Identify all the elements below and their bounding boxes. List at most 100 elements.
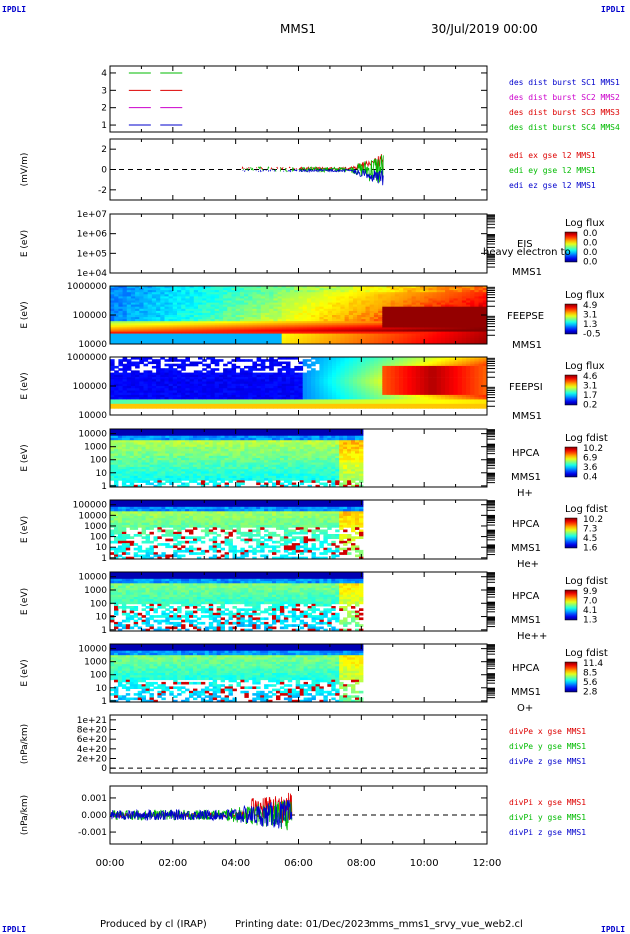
feeps-electrons-cell <box>348 319 354 322</box>
feeps-electrons-cell <box>457 333 463 337</box>
feeps-ions-cell <box>386 357 392 360</box>
feeps-ions-cell <box>424 365 429 369</box>
feeps-electrons-cell <box>378 315 383 318</box>
feeps-electrons-cell <box>382 296 387 299</box>
feeps-electrons-cell <box>466 290 471 293</box>
feeps-electrons-cell <box>160 337 165 341</box>
feeps-electrons-cell <box>265 296 270 299</box>
feeps-electrons-cell <box>285 290 291 293</box>
feeps-electrons-cell <box>139 292 144 295</box>
feeps-electrons-cell <box>156 335 161 339</box>
feeps-electrons-cell <box>306 329 312 332</box>
feeps-electrons-cell <box>415 337 421 341</box>
feeps-electrons-cell <box>164 294 170 297</box>
feeps-ions-cell <box>470 359 475 362</box>
feeps-ions-cell <box>399 388 404 391</box>
feeps-ions-cell <box>386 379 392 382</box>
feeps-electrons-cell <box>256 298 262 301</box>
feeps-ions-cell <box>428 381 433 385</box>
feeps-ions-cell <box>227 399 232 402</box>
feeps-electrons-cell <box>332 331 337 335</box>
feeps-ions-cell <box>114 370 119 373</box>
feeps-ions-cell <box>344 379 350 382</box>
feeps-electrons-cell <box>231 331 237 335</box>
feeps-ions-cell <box>206 406 211 409</box>
feeps-electrons-cell <box>231 296 237 299</box>
feeps-ions-cell <box>110 383 115 387</box>
feeps-electrons-cell <box>206 306 211 310</box>
feeps-ions-cell <box>311 397 316 400</box>
feeps-ions-cell <box>361 392 366 396</box>
feeps-electrons-cell <box>478 319 484 322</box>
feeps-ions-cell <box>373 361 379 365</box>
feeps-ions-cell <box>315 374 320 378</box>
feeps-electrons-cell <box>214 300 220 303</box>
feeps-electrons-cell <box>143 315 149 318</box>
feeps-electrons-cell <box>315 306 320 310</box>
feeps-ions-cell <box>206 363 211 367</box>
feeps-electrons-cell <box>139 323 144 326</box>
feeps-electrons-cell <box>386 304 392 308</box>
feeps-electrons-cell <box>290 308 295 312</box>
feeps-electrons-cell <box>353 319 358 322</box>
feeps-electrons-cell <box>252 304 257 308</box>
feeps-electrons-cell <box>147 327 153 330</box>
feeps-ions-cell <box>143 397 149 400</box>
feeps-ions-cell <box>285 365 291 369</box>
feeps-ions-cell <box>382 381 387 385</box>
feeps-ions-cell <box>139 397 144 400</box>
feeps-ions-cell <box>231 359 237 362</box>
feeps-electrons-cell <box>474 290 479 293</box>
feeps-electrons-cell <box>394 296 400 299</box>
burst-intervals-legend-item: des dist burst SC3 MMS3 <box>509 108 620 117</box>
feeps-ions-cell <box>281 401 287 405</box>
feeps-ions-cell <box>332 392 337 396</box>
feeps-ions-cell <box>227 401 232 405</box>
feeps-ions-cell <box>172 357 178 360</box>
feeps-ions-cell <box>239 372 245 376</box>
feeps-ions-cell <box>340 374 345 378</box>
feeps-electrons-cell <box>231 317 237 320</box>
feeps-electrons-cell <box>428 317 433 320</box>
feeps-ions-cell <box>478 381 484 385</box>
feeps-ions-cell <box>122 383 128 387</box>
feeps-ions-cell <box>172 401 178 405</box>
feeps-ions-cell <box>256 394 262 398</box>
feeps-electrons-cell <box>147 331 153 335</box>
feeps-electrons-cell <box>260 286 266 289</box>
feeps-ions-cell <box>135 392 140 396</box>
feeps-electrons-cell <box>386 302 392 306</box>
feeps-ions-cell <box>210 370 216 373</box>
feeps-ions-cell <box>147 383 153 387</box>
feeps-electrons-cell <box>323 317 329 320</box>
feeps-ions-cell <box>428 406 433 409</box>
feeps-electrons-cell <box>189 308 195 312</box>
feeps-ions-cell <box>231 381 237 385</box>
feeps-electrons-cell <box>440 294 446 297</box>
feeps-ions-cell <box>407 394 412 398</box>
feeps-ions-cell <box>311 370 316 373</box>
feeps-electrons-cell <box>340 296 345 299</box>
feeps-electrons-cell <box>420 339 425 343</box>
feeps-electrons-cell <box>424 327 429 330</box>
hpca-h-cell <box>125 480 131 483</box>
feeps-electrons-cell <box>311 294 316 297</box>
feeps-ions-cell <box>156 365 161 369</box>
feeps-ions-cell <box>369 383 375 387</box>
feeps-ions-cell <box>122 388 128 391</box>
feeps-electrons-cell <box>399 298 404 301</box>
feeps-ions-cell <box>394 401 400 405</box>
feeps-electrons-cell <box>122 333 128 337</box>
feeps-electrons-cell <box>415 321 421 324</box>
feeps-ions-cell <box>218 390 224 394</box>
feeps-ions-cell <box>214 368 220 371</box>
feeps-ions-cell <box>135 365 140 369</box>
feeps-electrons-cell <box>474 288 479 291</box>
feeps-ions-cell <box>378 361 383 365</box>
feeps-electrons-cell <box>394 312 400 316</box>
feeps-ions-cell <box>298 379 304 382</box>
feeps-ions-cell <box>407 406 412 409</box>
feeps-electrons-cell <box>332 310 337 314</box>
feeps-electrons-cell <box>290 292 295 295</box>
feeps-ions-cell <box>231 372 237 376</box>
